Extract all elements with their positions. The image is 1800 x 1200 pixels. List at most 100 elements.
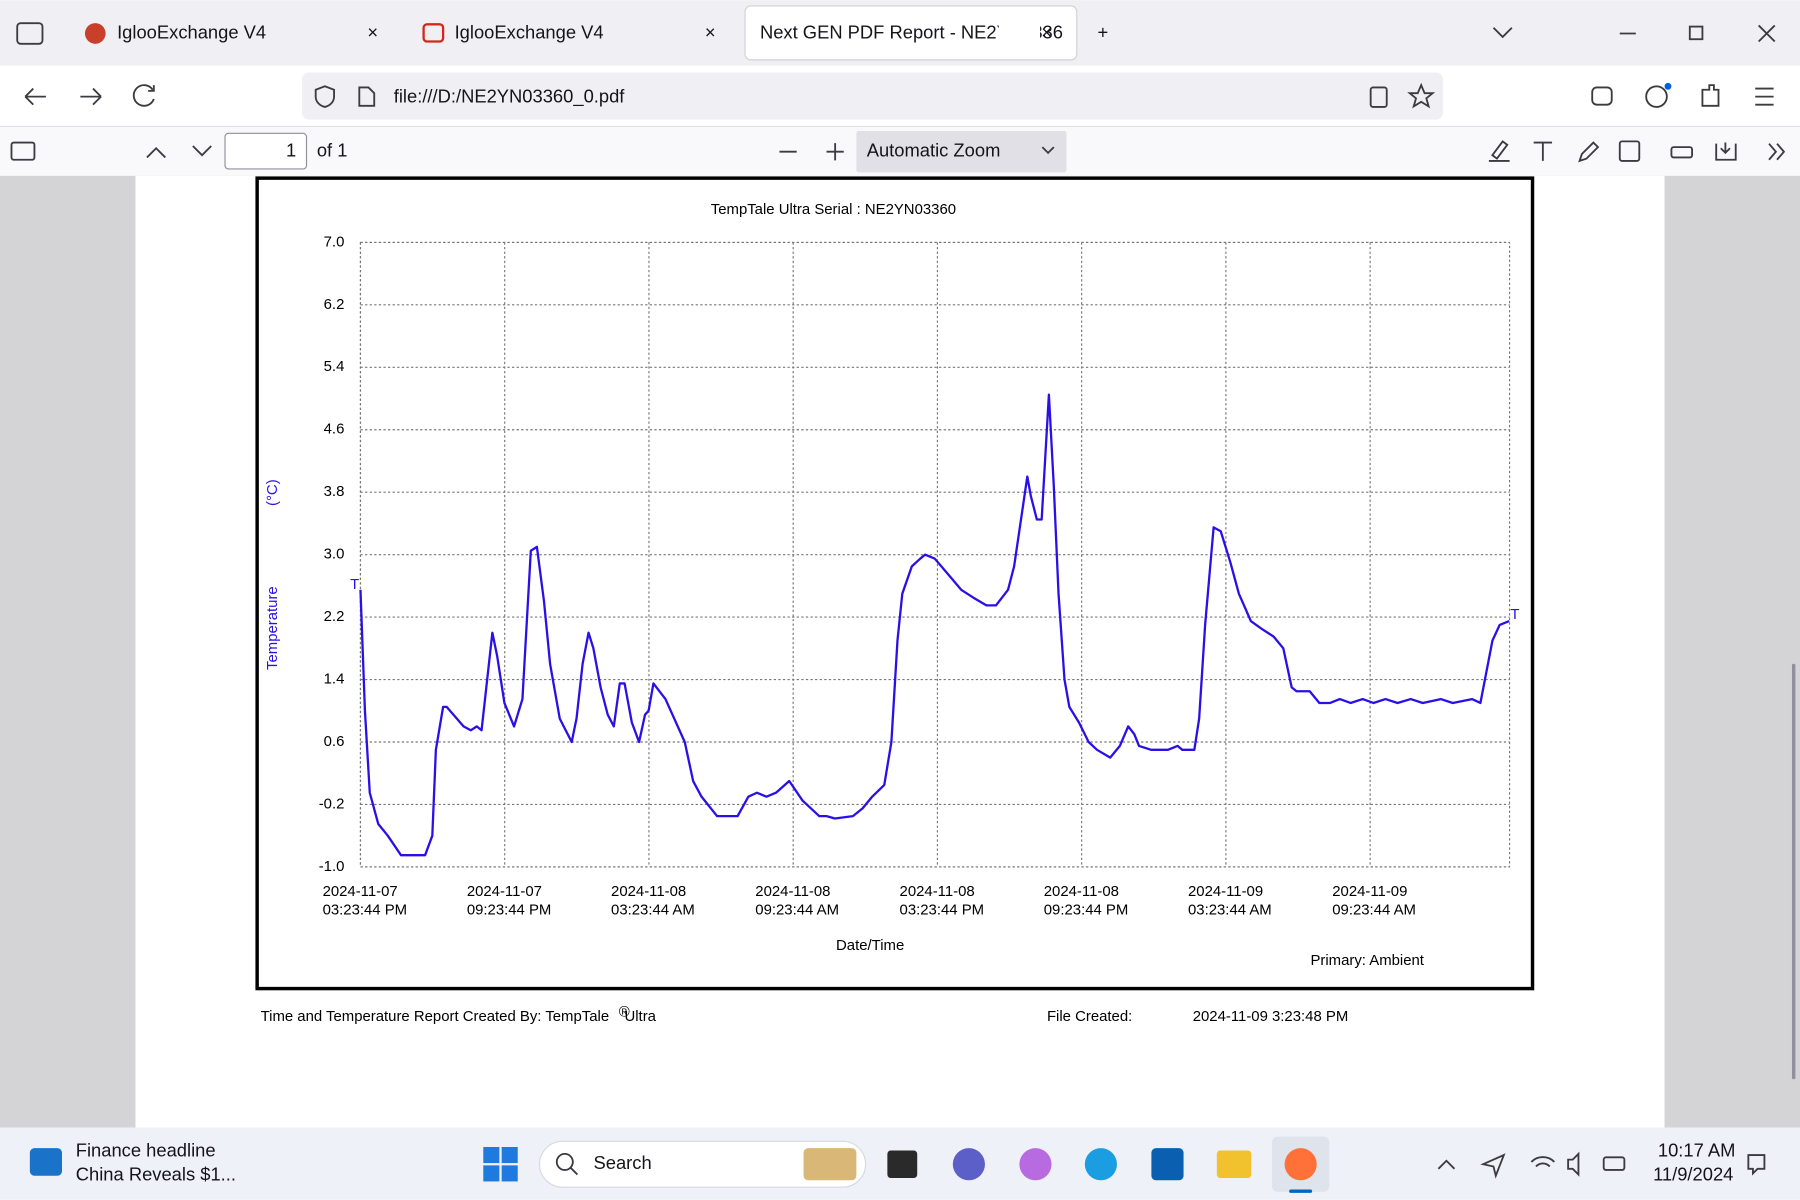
news-title[interactable]: Finance headline	[76, 1139, 216, 1160]
task-view[interactable]	[887, 1150, 918, 1178]
y-tick-label: 1.4	[324, 670, 345, 687]
page-number[interactable]: 1	[286, 140, 296, 161]
y-tick-label: 3.8	[324, 483, 345, 500]
tab-title[interactable]: IglooExchange V4	[455, 21, 604, 42]
reload[interactable]	[132, 84, 155, 107]
x-tick-label: 03:23:44 PM	[323, 901, 408, 918]
y-tick-label: 5.4	[324, 358, 345, 375]
restore[interactable]	[1688, 25, 1704, 41]
x-tick-label: 2024-11-09	[1332, 883, 1407, 900]
page-count: of 1	[317, 140, 348, 161]
wifi[interactable]	[1530, 1156, 1555, 1168]
image-tool[interactable]	[1618, 140, 1641, 162]
registered-mark: ®	[619, 1004, 630, 1021]
tab-close[interactable]: ×	[1041, 21, 1052, 42]
start-marker: T	[350, 576, 359, 593]
search-box[interactable]	[538, 1140, 867, 1188]
clock-date[interactable]: 11/9/2024	[1653, 1164, 1733, 1185]
firefox[interactable]	[1284, 1148, 1317, 1181]
temperature-line	[359, 393, 1510, 857]
search-icon-handle	[569, 1167, 579, 1176]
tab-close[interactable]: ×	[705, 21, 716, 42]
tools-menu[interactable]	[1768, 143, 1786, 161]
x-tick-label: 2024-11-08	[1044, 883, 1119, 900]
search-text[interactable]: Search	[593, 1152, 651, 1173]
tab-fade	[998, 11, 1041, 56]
save[interactable]	[1715, 142, 1737, 161]
x-tick-label: 09:23:44 PM	[467, 901, 552, 918]
y-tick-label: -0.2	[319, 795, 345, 812]
y-tick-label: 7.0	[324, 233, 345, 250]
new-tab[interactable]: +	[1097, 21, 1108, 42]
zoom-in[interactable]	[826, 143, 844, 161]
zoom-select[interactable]	[856, 131, 1067, 173]
next-page[interactable]	[192, 145, 212, 157]
clock-time[interactable]: 10:17 AM	[1658, 1139, 1736, 1160]
end-marker: T	[1510, 606, 1519, 623]
pdf-page	[135, 175, 1665, 1128]
file-created: 2024-11-09 3:23:48 PM	[1193, 1008, 1349, 1025]
print[interactable]	[1670, 146, 1694, 159]
pocket[interactable]	[1591, 86, 1613, 106]
x-axis-label: Date/Time	[836, 937, 904, 954]
tab-favicon	[422, 23, 445, 43]
page-icon	[358, 86, 376, 107]
prev-page[interactable]	[146, 146, 166, 159]
file-explorer[interactable]	[1216, 1150, 1252, 1178]
tab-list-icon[interactable]	[16, 22, 44, 45]
tab-overflow[interactable]	[1492, 27, 1513, 39]
news-text[interactable]: China Reveals $1...	[76, 1164, 236, 1185]
forward[interactable]	[80, 87, 102, 106]
active-tab[interactable]	[744, 5, 1078, 61]
y-tick-label: -1.0	[319, 858, 345, 875]
store[interactable]	[1151, 1148, 1184, 1181]
tab-title[interactable]: Next GEN PDF Report - NE2YN0336	[760, 21, 1063, 42]
back[interactable]	[24, 87, 46, 106]
close-window[interactable]	[1758, 24, 1776, 43]
y-tick-label: 4.6	[324, 421, 345, 438]
widgets-icon[interactable]	[29, 1148, 62, 1176]
y-axis-label: Temperature	[264, 586, 281, 670]
x-tick-label: 2024-11-08	[900, 883, 975, 900]
y-tick-label: 0.6	[324, 733, 345, 750]
url-field[interactable]	[301, 72, 1443, 120]
chart-frame	[255, 176, 1535, 991]
x-tick-label: 03:23:44 PM	[900, 901, 985, 918]
highlight-tool[interactable]	[1488, 140, 1510, 162]
y-axis-unit: (°C)	[264, 479, 281, 506]
series-annotation: Primary: Ambient	[1310, 952, 1424, 969]
tray-overflow[interactable]	[1437, 1159, 1456, 1170]
bookmark[interactable]	[1407, 82, 1436, 109]
account-badge	[1664, 82, 1672, 90]
edge[interactable]	[1084, 1148, 1117, 1181]
page-input[interactable]	[224, 132, 308, 170]
copilot[interactable]	[1019, 1148, 1052, 1181]
created-by: Time and Temperature Report Created By: …	[261, 1008, 610, 1025]
battery[interactable]	[1602, 1156, 1626, 1171]
text-tool[interactable]	[1533, 141, 1553, 161]
tab-close[interactable]: ×	[367, 21, 378, 42]
draw-tool[interactable]	[1578, 141, 1600, 163]
product-name: Ultra	[624, 1008, 656, 1025]
shield[interactable]	[314, 85, 335, 108]
teams[interactable]	[952, 1148, 985, 1181]
notifications[interactable]	[1747, 1154, 1766, 1176]
account[interactable]	[1645, 85, 1668, 108]
x-tick-label: 2024-11-08	[755, 883, 830, 900]
tab-title[interactable]: IglooExchange V4	[117, 21, 266, 42]
start-button[interactable]	[483, 1147, 518, 1182]
sidebar-toggle[interactable]	[10, 141, 36, 161]
extensions[interactable]	[1701, 84, 1720, 107]
url[interactable]: file:///D:/NE2YN03360_0.pdf	[394, 86, 626, 108]
location[interactable]	[1480, 1153, 1506, 1179]
menu[interactable]	[1755, 87, 1774, 106]
zoom-caret	[1041, 146, 1055, 155]
search-highlight	[803, 1148, 857, 1181]
reader-view[interactable]	[1369, 86, 1388, 108]
volume[interactable]	[1567, 1151, 1580, 1177]
x-tick-label: 2024-11-07	[323, 883, 398, 900]
zoom-value[interactable]: Automatic Zoom	[867, 140, 1001, 161]
scrollbar[interactable]	[1791, 663, 1796, 1080]
